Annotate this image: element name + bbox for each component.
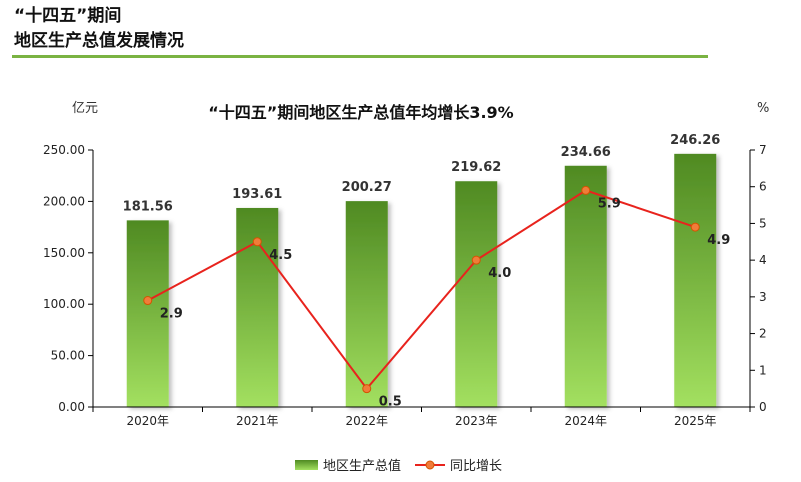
- y-right-tick-label-2: 2: [759, 327, 767, 341]
- y-right-tick-label-0: 0: [759, 400, 767, 414]
- page-heading-line2: 地区生产总值发展情况: [14, 31, 184, 51]
- growth-label-1: 4.5: [269, 248, 292, 263]
- x-tick-label-0: 2020年: [126, 414, 169, 428]
- growth-label-3: 4.0: [488, 266, 511, 281]
- bar-value-label-5: 246.26: [670, 133, 720, 148]
- page-heading: “十四五”期间 地区生产总值发展情况: [14, 4, 184, 54]
- bar-4: [564, 165, 607, 407]
- bar-value-label-3: 219.62: [451, 160, 501, 175]
- y-left-tick-label-0: 0.00: [58, 400, 85, 414]
- growth-point-0: [143, 296, 153, 306]
- growth-point-4: [581, 185, 591, 195]
- y-right-tick-label-7: 7: [759, 143, 767, 157]
- y-right-tick-label-5: 5: [759, 216, 767, 230]
- line-series: 2.9 4.5 0.5 4.0 5.9 4.9: [143, 185, 730, 410]
- growth-point-3: [471, 255, 481, 265]
- x-tick-label-3: 2023年: [455, 414, 498, 428]
- growth-label-5: 4.9: [707, 233, 730, 248]
- page-heading-line1: “十四五”期间: [14, 6, 122, 26]
- y-right-tick-label-1: 1: [759, 363, 767, 377]
- bar-2: [345, 201, 388, 407]
- y-left-tick-label-3: 150.00: [43, 246, 85, 260]
- x-tick-label-2: 2022年: [345, 414, 388, 428]
- bar-series: 181.56 193.61 200.27 219.62 234.66 246.26: [123, 133, 720, 407]
- x-tick-label-1: 2021年: [236, 414, 279, 428]
- legend-bar-label: 地区生产总值: [323, 458, 401, 474]
- y-left-tick-label-4: 200.00: [43, 194, 85, 208]
- chart-title: “十四五”期间地区生产总值年均增长3.9%: [208, 103, 513, 122]
- legend-line-label: 同比增长: [450, 459, 502, 474]
- bar-value-label-2: 200.27: [342, 180, 392, 195]
- bar-value-label-4: 234.66: [561, 145, 611, 160]
- legend-line-marker: [425, 460, 435, 470]
- growth-line: [147, 189, 696, 391]
- growth-label-0: 2.9: [160, 307, 183, 322]
- growth-point-2: [362, 384, 372, 394]
- y-axis-left-label: 亿元: [72, 101, 98, 116]
- y-left-tick-label-5: 250.00: [43, 143, 85, 157]
- bar-value-label-1: 193.61: [232, 187, 282, 202]
- bar-value-label-0: 181.56: [123, 199, 173, 214]
- growth-label-2: 0.5: [379, 395, 402, 410]
- legend: 地区生产总值 同比增长: [295, 458, 502, 474]
- y-right-tick-label-4: 4: [759, 253, 767, 267]
- bar-0: [126, 220, 169, 407]
- y-right-tick-label-6: 6: [759, 180, 767, 194]
- y-left-tick-label-2: 100.00: [43, 297, 85, 311]
- legend-bar-swatch: [295, 460, 318, 470]
- y-left-tick-label-1: 50.00: [51, 349, 85, 363]
- growth-label-4: 5.9: [598, 196, 621, 211]
- axes: 0.00 50.00 100.00 150.00 200.00 250.00 0 1 2 3 4 5 6…: [43, 143, 767, 428]
- y-right-tick-label-3: 3: [759, 290, 767, 304]
- y-axis-right-label: %: [757, 101, 769, 116]
- heading-divider: [12, 55, 708, 58]
- growth-point-1: [252, 237, 262, 247]
- x-tick-label-4: 2024年: [564, 414, 607, 428]
- x-tick-label-5: 2025年: [674, 414, 717, 428]
- bar-5: [674, 153, 717, 407]
- growth-point-5: [690, 222, 700, 232]
- bar-3: [455, 181, 498, 407]
